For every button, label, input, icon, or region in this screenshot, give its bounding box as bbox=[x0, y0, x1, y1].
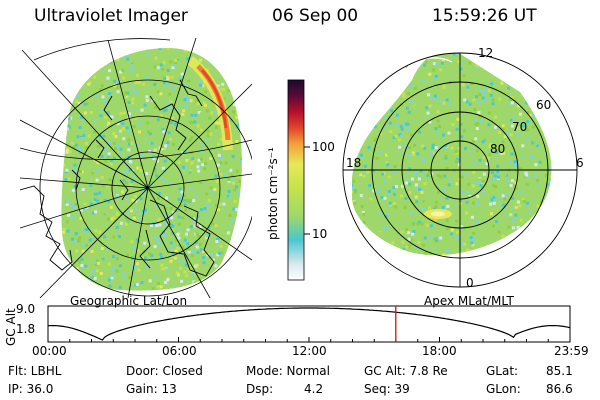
altitude-tick-bottom: 1.8 bbox=[16, 322, 36, 336]
altitude-tick-top: 9.0 bbox=[16, 302, 36, 316]
info-glat-value: 85.1 bbox=[546, 364, 573, 378]
apex-caption: Apex MLat/MLT bbox=[424, 294, 514, 308]
time-tick-1200: 12:00 bbox=[292, 344, 327, 358]
time-tick-1800: 18:00 bbox=[422, 344, 457, 358]
mlt-label-left: 18 bbox=[346, 156, 362, 170]
geographic-caption: Geographic Lat/Lon bbox=[70, 294, 188, 308]
info-gc-altitude: GC Alt: 7.8 Re bbox=[364, 364, 448, 378]
colorbar bbox=[287, 79, 305, 281]
mlat-label-80: 80 bbox=[490, 142, 506, 156]
altitude-plot-frame bbox=[47, 305, 571, 343]
colorbar-label-100: 100 bbox=[312, 140, 335, 154]
info-gain: Gain: 13 bbox=[126, 382, 177, 396]
observation-time: 15:59:26 UT bbox=[432, 6, 537, 26]
mlt-label-right: 6 bbox=[576, 156, 584, 170]
info-dsp-value: 4.2 bbox=[304, 382, 324, 396]
info-door: Door: Closed bbox=[126, 364, 203, 378]
info-glon-value: 86.6 bbox=[546, 382, 573, 396]
colorbar-label-10: 10 bbox=[312, 227, 328, 241]
info-filter: Flt: LBHL bbox=[8, 364, 62, 378]
colorbar-unit-label: photon cm⁻²s⁻¹ bbox=[266, 147, 280, 240]
coastlines bbox=[20, 79, 215, 277]
instrument-title: Ultraviolet Imager bbox=[34, 6, 188, 26]
altitude-time-ticks bbox=[47, 337, 571, 342]
info-dsp-label: Dsp: bbox=[246, 382, 274, 396]
mlat-label-70: 70 bbox=[512, 120, 528, 134]
info-glon-label: GLon: bbox=[486, 382, 521, 396]
geographic-auroral-image bbox=[20, 37, 252, 298]
mlat-label-60: 60 bbox=[536, 98, 552, 112]
geographic-grid bbox=[20, 37, 252, 298]
time-tick-0600: 06:00 bbox=[162, 344, 197, 358]
info-mode: Mode: Normal bbox=[246, 364, 330, 378]
info-sequence: Seq: 39 bbox=[364, 382, 410, 396]
mlt-label-top: 12 bbox=[478, 46, 494, 60]
magnetic-auroral-image bbox=[342, 52, 578, 288]
time-tick-2359: 23:59 bbox=[554, 344, 589, 358]
observation-date: 06 Sep 00 bbox=[272, 6, 359, 26]
info-glat-label: GLat: bbox=[486, 364, 519, 378]
magnetic-grid bbox=[342, 52, 578, 288]
time-tick-0000: 00:00 bbox=[32, 344, 67, 358]
altitude-curve bbox=[47, 307, 571, 341]
info-ip: IP: 36.0 bbox=[8, 382, 54, 396]
mlt-label-bottom: 0 bbox=[466, 276, 474, 290]
